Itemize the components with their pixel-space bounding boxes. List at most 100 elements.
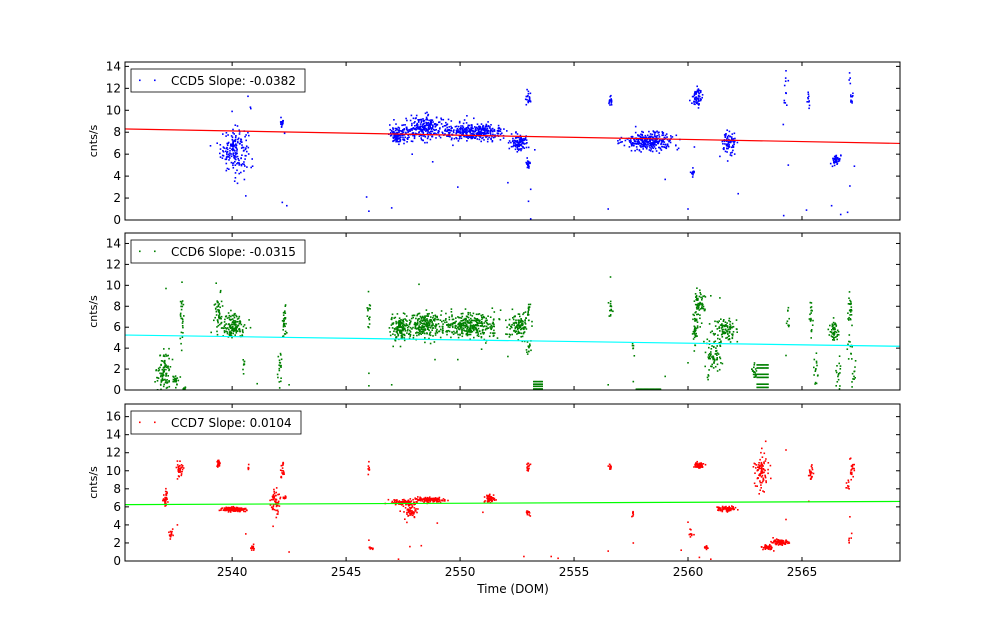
data-point [472, 319, 474, 322]
data-point [517, 323, 520, 326]
legend-marker [154, 250, 156, 253]
data-point [215, 282, 217, 284]
data-point [397, 135, 400, 137]
data-point [715, 347, 717, 349]
data-point [652, 137, 655, 139]
data-point [703, 340, 705, 343]
data-point [723, 319, 725, 321]
data-point [454, 326, 456, 328]
data-point [521, 322, 523, 325]
data-point [158, 369, 161, 371]
data-point [420, 317, 423, 320]
data-point [470, 133, 473, 135]
data-point [406, 509, 409, 511]
data-point [486, 128, 488, 131]
data-point [444, 500, 446, 502]
data-point [753, 366, 755, 369]
data-point [274, 500, 277, 502]
data-point [609, 315, 612, 317]
data-point [236, 150, 238, 152]
data-point [519, 326, 522, 329]
data-point [699, 303, 701, 306]
data-point [851, 467, 854, 470]
data-point [695, 306, 698, 309]
data-point [393, 130, 395, 133]
data-point [218, 464, 221, 466]
data-point [237, 320, 239, 323]
data-point [394, 316, 397, 319]
data-point [411, 514, 413, 517]
data-point [454, 321, 456, 323]
data-point [757, 464, 760, 466]
data-point [224, 327, 227, 329]
data-point [220, 315, 223, 318]
data-point [830, 335, 833, 337]
data-point [525, 103, 528, 106]
data-point [235, 153, 237, 156]
data-point [432, 317, 434, 319]
data-point [430, 316, 432, 318]
data-point [227, 506, 230, 509]
data-point [225, 147, 227, 150]
data-point [225, 327, 228, 330]
data-point [767, 462, 770, 464]
data-point [849, 516, 851, 518]
data-point [451, 318, 454, 321]
data-point [517, 144, 520, 146]
data-point [470, 329, 472, 332]
data-point [526, 510, 528, 512]
data-point [240, 509, 242, 512]
data-point [756, 485, 758, 487]
data-point [716, 370, 719, 372]
data-point [236, 508, 238, 511]
data-point [423, 119, 426, 122]
data-point [244, 510, 247, 513]
data-point [407, 325, 410, 328]
data-point [810, 465, 813, 468]
data-point [436, 522, 439, 524]
data-point [466, 329, 468, 331]
data-point [529, 92, 532, 95]
data-point [412, 314, 415, 317]
data-point [757, 477, 759, 479]
data-point [434, 132, 436, 134]
data-point [411, 124, 413, 127]
data-point [414, 325, 417, 328]
data-point [282, 470, 285, 472]
data-point [783, 99, 786, 102]
data-point [219, 317, 221, 320]
data-point [783, 84, 786, 87]
data-point [763, 383, 766, 385]
data-point [240, 163, 242, 166]
data-point [411, 506, 414, 508]
data-point [666, 138, 669, 141]
data-point [367, 465, 370, 467]
data-point [729, 135, 731, 138]
data-point [701, 297, 703, 299]
data-point [479, 330, 481, 333]
data-point [483, 133, 485, 136]
data-point [448, 318, 451, 321]
data-point [482, 511, 484, 514]
data-point [435, 116, 438, 119]
data-point [219, 291, 222, 294]
data-point [761, 474, 764, 477]
data-point [521, 322, 524, 325]
data-point [236, 321, 238, 323]
data-point [727, 510, 730, 512]
data-point [466, 129, 469, 131]
data-point [279, 497, 281, 500]
data-point [477, 327, 480, 330]
data-point [520, 328, 522, 331]
data-point [422, 139, 424, 142]
data-point [462, 322, 464, 324]
data-point [850, 314, 853, 316]
data-point [219, 306, 221, 309]
data-point [473, 117, 475, 120]
data-point [721, 323, 723, 325]
data-point [417, 124, 419, 126]
data-point [417, 318, 420, 320]
data-point [528, 97, 531, 99]
data-point [420, 331, 423, 333]
data-point [165, 494, 167, 496]
